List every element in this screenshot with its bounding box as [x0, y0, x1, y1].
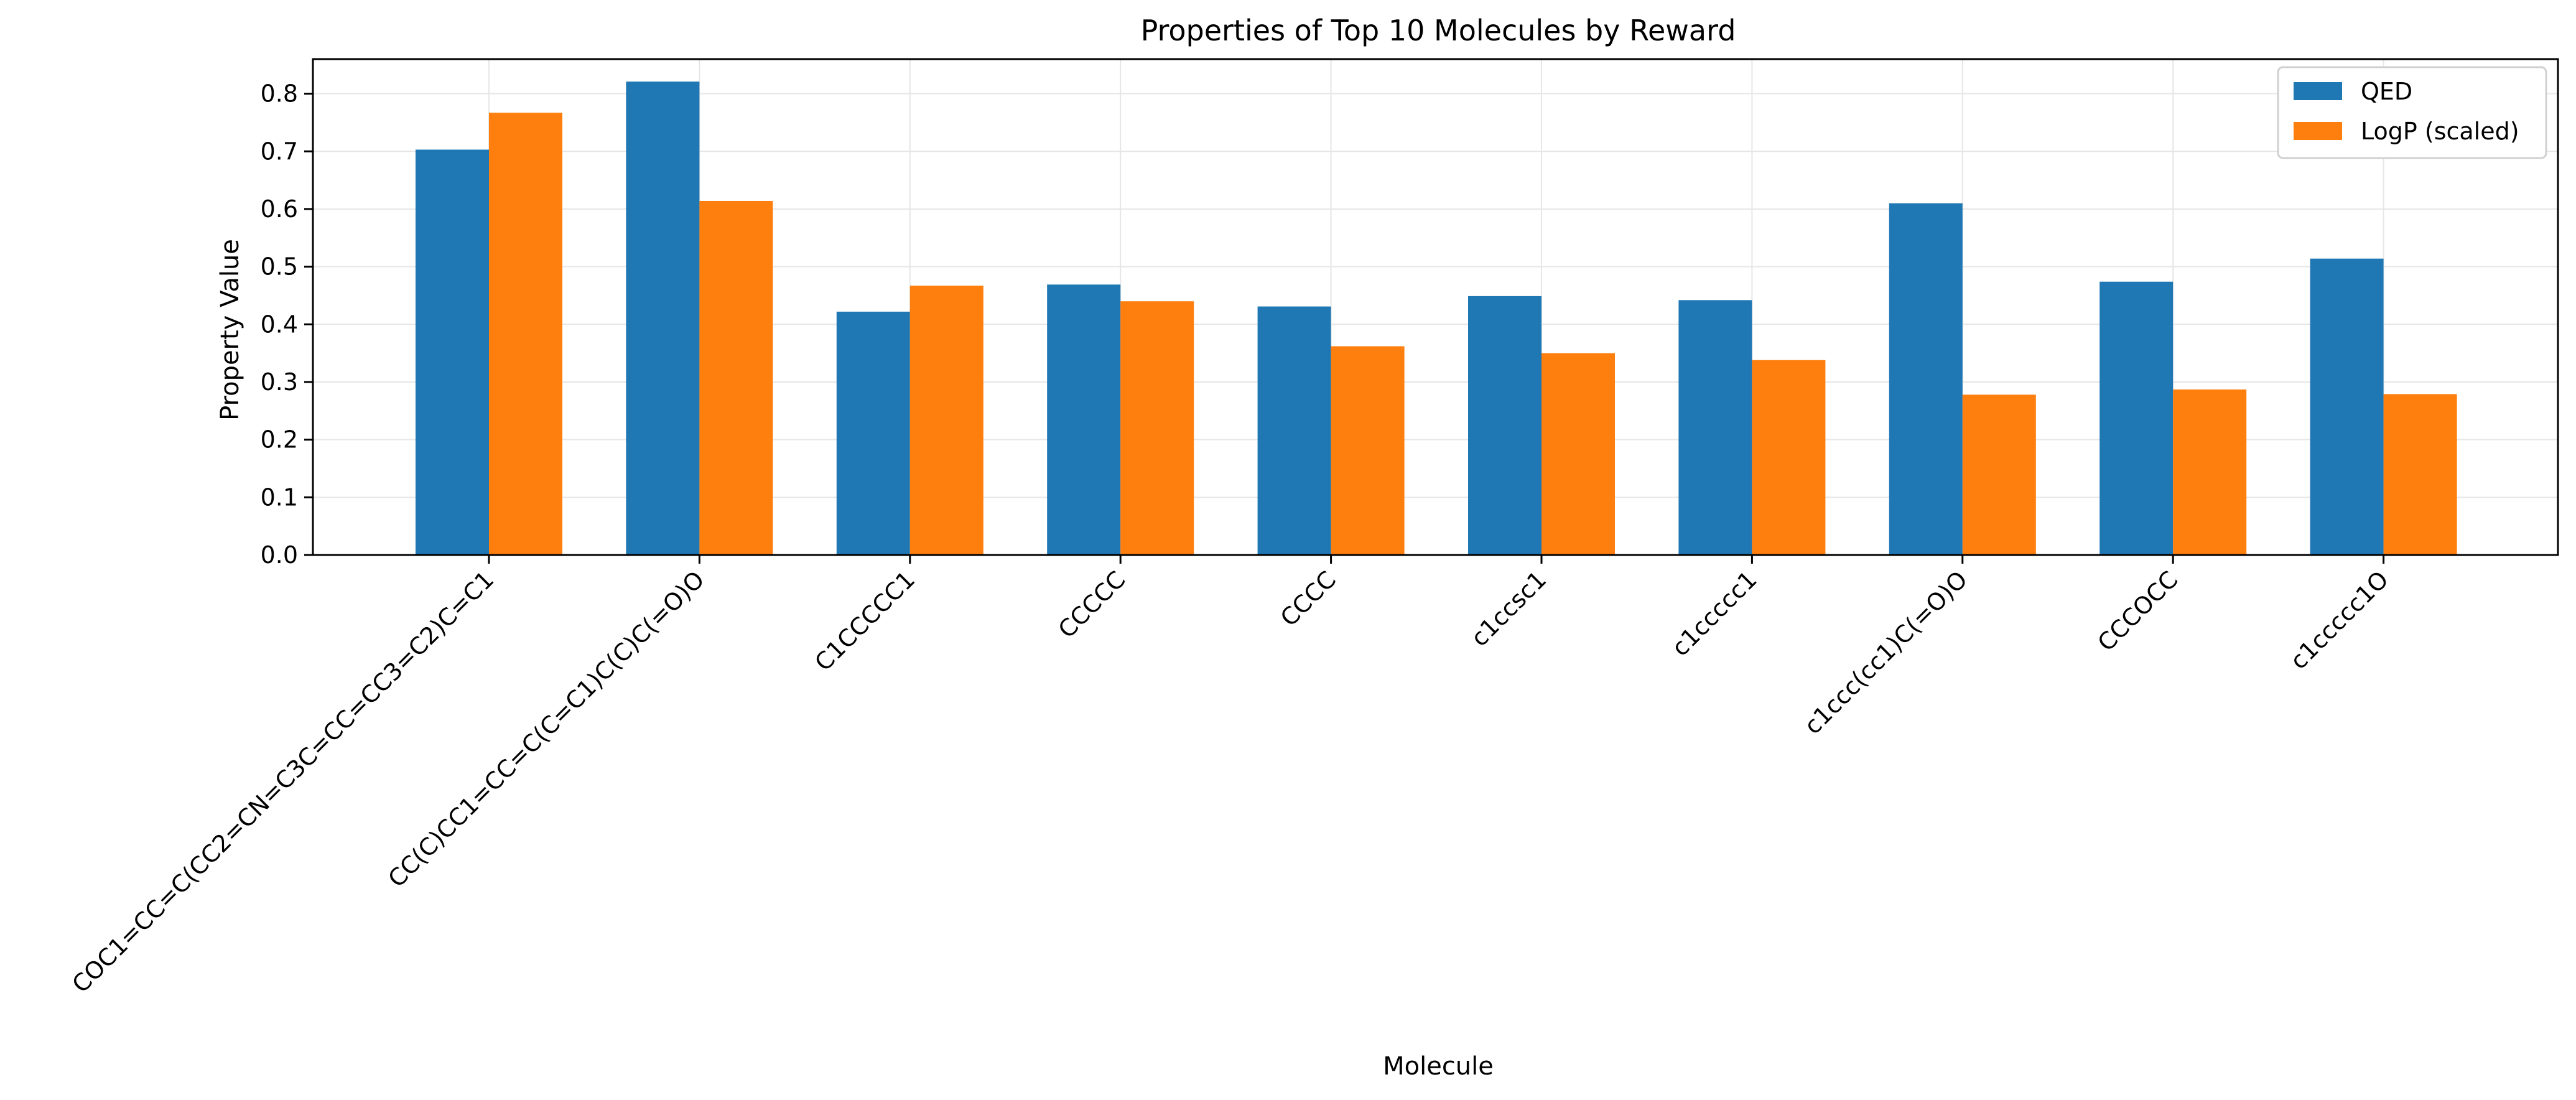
y-tick-label: 0.2: [261, 426, 298, 454]
y-tick-label: 0.5: [261, 253, 298, 281]
y-tick-label: 0.8: [261, 80, 298, 108]
bar-qed-3: [1047, 284, 1121, 555]
legend-label-qed: QED: [2361, 78, 2412, 105]
x-axis-label: Molecule: [1383, 1052, 1494, 1081]
bar-qed-9: [2310, 258, 2384, 555]
y-ticks: 0.0 0.1 0.2 0.3 0.4 0.5 0.6 0.7 0.8: [261, 80, 313, 569]
y-tick-label: 0.4: [261, 310, 298, 338]
bar-qed-5: [1468, 296, 1541, 555]
bar-qed-7: [1889, 203, 1963, 555]
bar-qed-4: [1257, 306, 1331, 555]
legend-swatch-qed: [2294, 82, 2342, 100]
bar-logp-2: [909, 286, 983, 555]
bar-logp-4: [1331, 346, 1405, 555]
legend-label-logp: LogP (scaled): [2361, 118, 2519, 145]
bar-logp-6: [1752, 360, 1826, 555]
bars: [416, 82, 2457, 556]
y-axis-label: Property Value: [216, 239, 244, 421]
bar-logp-1: [699, 200, 773, 555]
legend-swatch-logp: [2294, 122, 2342, 140]
y-tick-label: 0.3: [261, 368, 298, 396]
bar-qed-0: [416, 149, 489, 555]
y-tick-label: 0.1: [261, 483, 298, 511]
plot-frame: [312, 58, 2559, 556]
bar-logp-0: [489, 113, 562, 556]
bar-qed-6: [1678, 300, 1752, 555]
y-tick-label: 0.6: [261, 195, 298, 223]
legend: QED LogP (scaled): [2277, 66, 2547, 159]
bar-logp-5: [1541, 353, 1615, 555]
bar-qed-2: [836, 311, 910, 555]
y-tick-label: 0.7: [261, 138, 298, 165]
bar-qed-1: [626, 82, 700, 556]
bar-qed-8: [2099, 281, 2174, 555]
chart-title: Properties of Top 10 Molecules by Reward: [1141, 14, 1736, 47]
bar-logp-3: [1120, 301, 1194, 555]
legend-box: [2277, 66, 2547, 159]
y-tick-label: 0.0: [261, 541, 298, 569]
bar-logp-9: [2383, 394, 2457, 555]
bar-logp-8: [2173, 389, 2247, 555]
bar-logp-7: [1962, 394, 2036, 555]
